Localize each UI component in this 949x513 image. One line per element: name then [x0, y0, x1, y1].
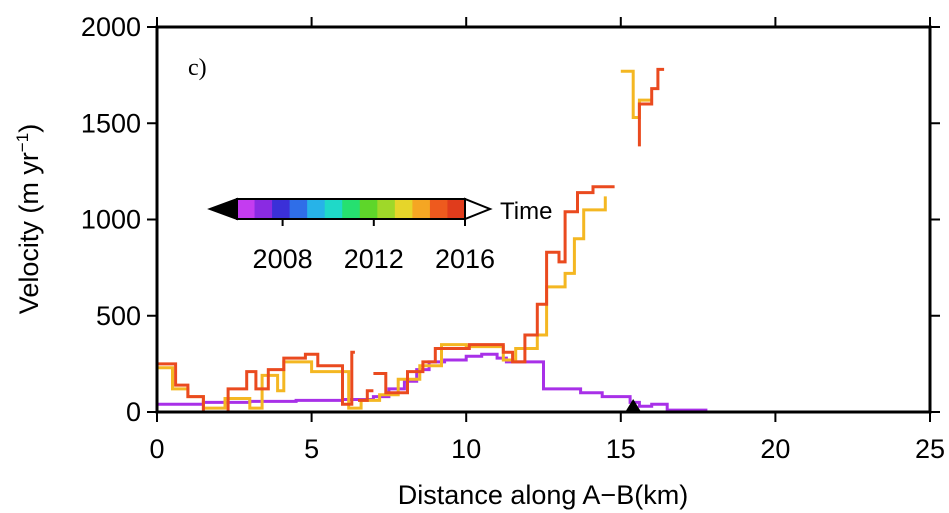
x-tick-label: 10: [451, 434, 481, 464]
colorbar-swatch: [429, 199, 449, 219]
colorbar-label: Time: [500, 198, 552, 225]
ticks-layer: 0 5 10 15 20 25 0 500 1000 1500 2000: [81, 12, 945, 464]
colorbar-swatch: [394, 199, 413, 219]
colorbar-swatch: [342, 199, 361, 219]
y-tick-label: 1500: [81, 108, 141, 138]
colorbar-tick-label: 2016: [435, 244, 495, 274]
y-axis-label-exponent: −1: [13, 133, 32, 152]
series-2-segment-2: [373, 185, 615, 395]
panel-label: c): [188, 55, 207, 81]
location-marker-triangle: [625, 399, 642, 412]
colorbar-frame: [236, 198, 466, 220]
x-axis-label: Distance along A−B(km): [398, 480, 688, 510]
colorbar-low-end-arrow: [207, 197, 238, 221]
x-tick-label: 0: [149, 434, 164, 464]
colorbar-swatch: [412, 199, 431, 219]
series-1-segment-1: [620, 69, 652, 119]
colorbar-swatch: [359, 199, 378, 219]
colorbar-high-end-arrow: [464, 197, 493, 221]
colorbar-swatch: [377, 199, 396, 219]
colorbar-swatch: [447, 199, 466, 219]
y-tick-label: 2000: [81, 12, 141, 42]
y-axis-label-main: Velocity (m yr: [14, 152, 44, 314]
y-axis-label: Velocity (m yr−1): [13, 124, 44, 314]
series-1-segment-0: [157, 196, 607, 410]
colorbar-swatch: [272, 199, 291, 219]
colorbar-tick-label: 2008: [253, 244, 313, 274]
x-tick-label: 25: [915, 434, 945, 464]
x-tick-label: 5: [304, 434, 319, 464]
y-axis-label-close: ): [14, 124, 44, 133]
colorbar-swatch: [324, 199, 343, 219]
x-tick-label: 15: [606, 434, 636, 464]
colorbar-swatch: [307, 199, 326, 219]
series-2-segment-0: [157, 350, 355, 414]
y-tick-label: 1000: [81, 205, 141, 235]
colorbar-swatch: [237, 199, 256, 219]
series-2-segment-1: [358, 389, 374, 402]
colorbar-swatch: [289, 199, 308, 219]
series-2-segment-3: [637, 67, 665, 147]
y-tick-label: 0: [126, 397, 141, 427]
x-tick-label: 20: [760, 434, 790, 464]
series-layer: [157, 67, 708, 414]
y-tick-label: 500: [96, 301, 141, 331]
colorbar-tick-label: 2012: [344, 244, 404, 274]
colorbar-swatch: [254, 199, 273, 219]
